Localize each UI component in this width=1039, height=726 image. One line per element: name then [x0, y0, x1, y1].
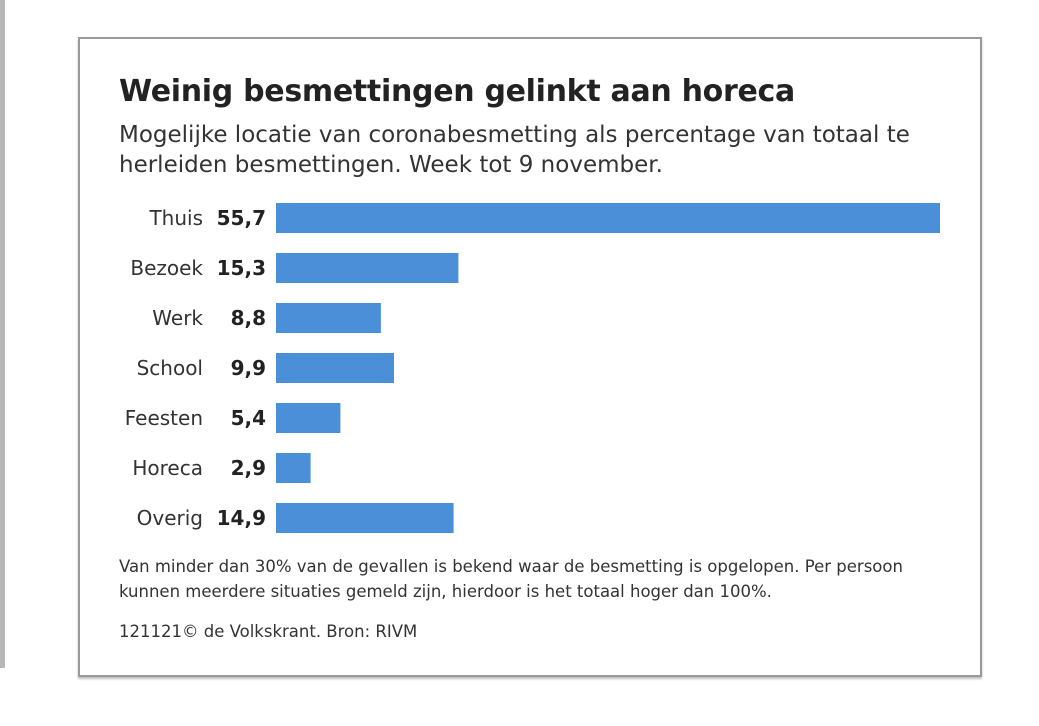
bar-school	[276, 353, 394, 383]
category-label-bezoek: Bezoek	[130, 256, 203, 280]
value-label-bezoek: 15,3	[217, 256, 266, 280]
value-label-school: 9,9	[231, 356, 266, 380]
chart-subtitle: Mogelijke locatie van coronabesmetting a…	[119, 122, 910, 178]
chart-credit: 121121© de Volkskrant. Bron: RIVM	[119, 622, 418, 641]
value-label-horeca: 2,9	[231, 456, 266, 480]
category-label-feesten: Feesten	[125, 406, 203, 430]
category-label-overig: Overig	[137, 506, 203, 530]
chart-card: Weinig besmettingen gelinkt aan horeca M…	[78, 37, 982, 677]
chart-note: Van minder dan 30% van de gevallen is be…	[119, 557, 903, 601]
bar-feesten	[276, 403, 341, 433]
page-left-rule	[0, 0, 5, 668]
category-label-werk: Werk	[152, 306, 203, 330]
value-label-thuis: 55,7	[217, 206, 266, 230]
bar-werk	[276, 303, 381, 333]
category-label-school: School	[137, 356, 203, 380]
bar-horeca	[276, 453, 311, 483]
bar-thuis	[276, 203, 940, 233]
chart-title: Weinig besmettingen gelinkt aan horeca	[119, 74, 795, 109]
bar-bezoek	[276, 253, 459, 283]
bar-overig	[276, 503, 454, 533]
value-label-werk: 8,8	[231, 306, 266, 330]
category-label-horeca: Horeca	[132, 456, 203, 480]
bar-chart: Thuis 55,7 Bezoek 15,3 Werk 8,8 School 9,9 Feest…	[125, 203, 940, 533]
category-label-thuis: Thuis	[148, 206, 203, 230]
value-label-feesten: 5,4	[231, 406, 266, 430]
value-label-overig: 14,9	[217, 506, 266, 530]
